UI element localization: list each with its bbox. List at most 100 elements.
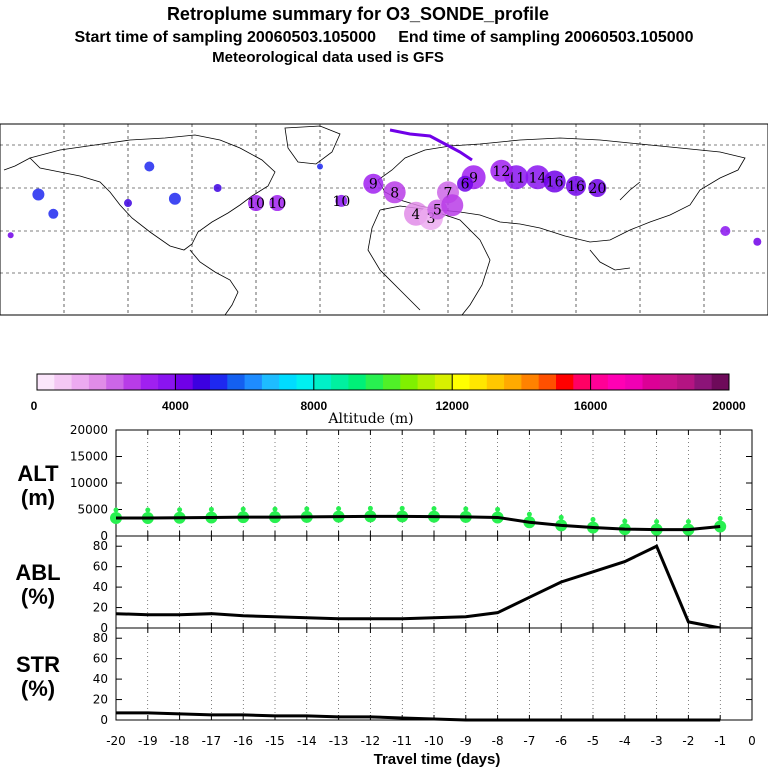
time-series-panels: 05000100001500020000ALT(m)020406080ABL(%… (15, 423, 753, 727)
plume-marker (441, 194, 464, 217)
alt-scatter-point-upper (240, 506, 246, 512)
plume-day-label: 9 (369, 177, 378, 193)
plume-marker (720, 226, 731, 236)
plume-marker (168, 192, 181, 205)
series-line (115, 544, 721, 630)
plume-day-label: 14 (529, 170, 547, 186)
alt-scatter-point-upper (558, 514, 564, 520)
colorbar-swatch (694, 374, 713, 390)
map-gridlines (0, 124, 768, 315)
y-tick-label: 0 (100, 621, 108, 635)
plume-day-label: 16 (567, 179, 585, 195)
x-tick-label: -6 (555, 734, 567, 748)
plume-marker (248, 195, 264, 212)
y-tick-label: 60 (93, 652, 108, 666)
alt-scatter-point-upper (717, 515, 723, 521)
y-tick-label: 0 (100, 529, 108, 543)
plume-marker (363, 173, 384, 194)
colorbar-tick-label: 4000 (162, 399, 189, 413)
alt-scatter-point-upper (431, 506, 437, 512)
colorbar-swatch (331, 374, 349, 390)
x-tick-label: -14 (297, 734, 317, 748)
alt-scatter-point-upper (304, 506, 310, 512)
panel-label: ABL (15, 560, 60, 585)
alt-scatter-point-upper (177, 507, 183, 513)
colorbar-swatch (106, 374, 124, 390)
alt-scatter-point-upper (272, 506, 278, 512)
alt-scatter-point-upper (208, 506, 214, 512)
colorbar-swatch (556, 374, 574, 390)
alt-scatter-point-upper (495, 506, 501, 512)
x-tick-label: -3 (651, 734, 663, 748)
plume-day-label: 6 (461, 177, 470, 193)
plume-marker (525, 165, 550, 190)
alt-scatter-point-upper (399, 505, 405, 511)
x-tick-label: -16 (233, 734, 253, 748)
x-tick-label: -11 (392, 734, 412, 748)
alt-scatter-point-upper (367, 505, 373, 511)
alt-scatter-point-upper (590, 517, 596, 523)
panel-unit-label: (m) (21, 485, 55, 510)
panel-unit-label: (%) (21, 676, 55, 701)
colorbar-swatch (279, 374, 297, 390)
alt-scatter-point-upper (654, 519, 660, 525)
x-tick-label: -18 (170, 734, 190, 748)
plume-day-label: 16 (546, 175, 564, 191)
plume-day-label: 10 (268, 196, 286, 212)
plume-marker (753, 237, 762, 246)
x-tick-label: 0 (748, 734, 756, 748)
colorbar-labels: 0 4000 8000 12000 16000 20000 (31, 399, 746, 413)
x-tick-label: -10 (424, 734, 444, 748)
colorbar-swatch (88, 374, 107, 390)
colorbar-swatch (296, 374, 315, 390)
plume-marker (490, 159, 513, 182)
plume-day-label: 11 (507, 170, 525, 186)
plume-marker (48, 208, 59, 219)
y-tick-label: 80 (93, 539, 108, 553)
colorbar-swatch (677, 374, 695, 390)
colorbar-swatch (244, 374, 263, 390)
plume-marker (269, 195, 286, 212)
plume-marker (317, 163, 323, 170)
plume-marker (543, 170, 566, 193)
x-tick-label: -5 (587, 734, 599, 748)
colorbar-swatch (521, 374, 540, 390)
colorbar-tick-label: 20000 (712, 399, 746, 413)
plume-day-label: 10 (332, 194, 350, 210)
colorbar-swatch (711, 374, 730, 390)
colorbar-swatch (607, 374, 626, 390)
alt-scatter-point-upper (526, 511, 532, 517)
plume-marker (124, 199, 132, 208)
panel-label: ALT (17, 461, 59, 486)
y-tick-label: 60 (93, 560, 108, 574)
colorbar-swatch (417, 374, 436, 390)
panel-unit-label: (%) (21, 584, 55, 609)
alt-scatter-point-upper (622, 518, 628, 524)
panel-frame (115, 627, 753, 721)
plume-day-label: 5 (433, 203, 442, 219)
plume-marker (566, 175, 586, 196)
x-tick-label: -1 (714, 734, 726, 748)
colorbar-swatch (210, 374, 228, 390)
colorbar-swatch (383, 374, 401, 390)
colorbar-swatch (365, 374, 384, 390)
y-tick-label: 20000 (70, 423, 108, 437)
y-tick-label: 10000 (70, 476, 108, 490)
colorbar-swatch (469, 374, 488, 390)
plume-marker (32, 188, 45, 201)
x-axis-title: Travel time (days) (374, 751, 501, 768)
plume-day-label: 4 (412, 207, 421, 223)
x-tick-label: -4 (619, 734, 631, 748)
plume-marker (213, 184, 222, 192)
colorbar-swatch (590, 374, 609, 390)
x-tick-label: -20 (106, 734, 126, 748)
colorbar-axis-label: Altitude (m) (327, 411, 413, 427)
series-line (116, 711, 721, 722)
colorbar-swatch (54, 374, 73, 390)
plume-marker (588, 179, 607, 197)
y-tick-label: 40 (93, 580, 108, 594)
x-tick-label: -17 (202, 734, 222, 748)
colorbar-swatch (313, 374, 332, 390)
x-tick-label: -7 (523, 734, 535, 748)
